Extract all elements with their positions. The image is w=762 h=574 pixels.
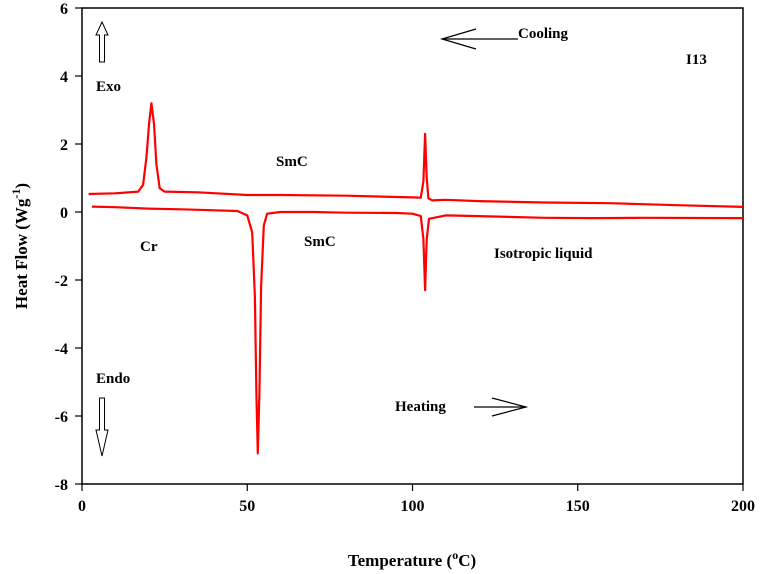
cooling-label: Cooling xyxy=(518,26,569,42)
isotropic-label: Isotropic liquid xyxy=(494,246,593,262)
y-tick-label--4: -4 xyxy=(55,341,68,358)
smc-top-label: SmC xyxy=(276,154,308,170)
axis-ticks: 0 50 100 150 200 -8 -6 -4 -2 0 2 4 6 xyxy=(55,1,755,515)
y-tick-label-2: 2 xyxy=(60,137,68,154)
y-tick-label-6: 6 xyxy=(60,1,68,18)
x-tick-label-200: 200 xyxy=(731,498,755,515)
cr-label: Cr xyxy=(140,239,158,255)
y-tick-label-0: 0 xyxy=(60,205,68,222)
x-tick-label-0: 0 xyxy=(78,498,86,515)
y-tick-label--6: -6 xyxy=(55,409,68,426)
series-heating-line xyxy=(91,205,744,455)
x-tick-label-100: 100 xyxy=(401,498,425,515)
smc-bottom-label: SmC xyxy=(304,234,336,250)
cooling-arrow-icon xyxy=(439,28,518,50)
y-tick-label--2: -2 xyxy=(55,273,68,290)
y-tick-label--8: -8 xyxy=(55,477,68,494)
heating-label: Heating xyxy=(395,399,446,415)
sample-label: I13 xyxy=(686,52,707,68)
exo-arrow-icon xyxy=(95,20,109,63)
x-tick-label-150: 150 xyxy=(566,498,590,515)
y-axis-title: Heat Flow (Wg-1) xyxy=(9,183,31,309)
x-tick-label-50: 50 xyxy=(239,498,255,515)
endo-arrow-icon xyxy=(95,397,109,457)
y-tick-label-4: 4 xyxy=(60,69,68,86)
endo-label: Endo xyxy=(96,371,130,387)
x-axis-title: Temperature (oC) xyxy=(348,548,476,570)
heating-arrow-icon xyxy=(474,397,529,417)
series-group xyxy=(88,102,744,455)
exo-label: Exo xyxy=(96,79,121,95)
series-cooling-line xyxy=(88,102,744,208)
